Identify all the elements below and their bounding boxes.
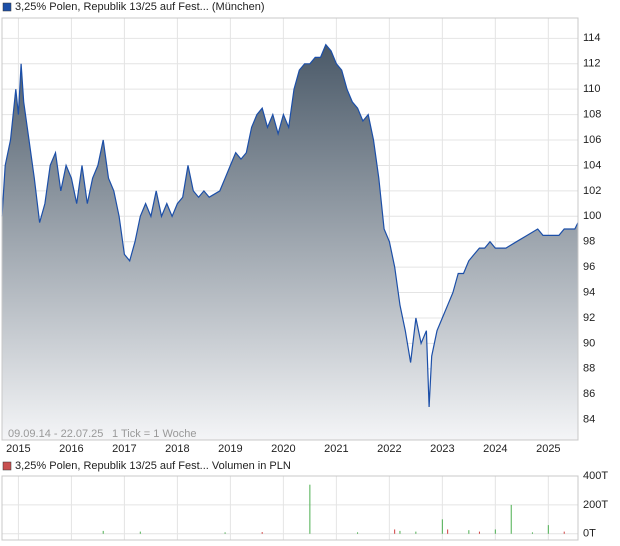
x-tick-label: 2016 bbox=[59, 443, 83, 455]
volume-bar bbox=[468, 530, 470, 534]
x-tick-label: 2018 bbox=[165, 443, 189, 455]
x-tick-label: 2021 bbox=[324, 443, 348, 455]
y-tick-label: 90 bbox=[583, 337, 595, 349]
volume-bar bbox=[309, 484, 311, 534]
period-label: 09.09.14 - 22.07.25 bbox=[8, 428, 103, 440]
volume-bar bbox=[447, 529, 449, 534]
y-tick-label: 104 bbox=[583, 159, 601, 171]
volume-bar bbox=[357, 532, 359, 534]
x-tick-label: 2023 bbox=[430, 443, 454, 455]
y-tick-label: 114 bbox=[583, 32, 601, 44]
y-tick-label: 88 bbox=[583, 363, 595, 375]
y-tick-label: 106 bbox=[583, 134, 601, 146]
y-tick-label: 84 bbox=[583, 414, 595, 426]
volume-bar bbox=[399, 530, 401, 534]
volume-bar bbox=[102, 530, 104, 534]
y-tick-label: 92 bbox=[583, 312, 595, 324]
y-tick-label: 108 bbox=[583, 109, 601, 121]
volume-bar bbox=[510, 504, 512, 534]
y-tick-label: 0T bbox=[583, 528, 596, 540]
x-tick-label: 2022 bbox=[377, 443, 401, 455]
y-tick-label: 100 bbox=[583, 210, 601, 222]
y-tick-label: 96 bbox=[583, 261, 595, 273]
volume-bar bbox=[224, 532, 226, 534]
volume-bar bbox=[261, 532, 263, 534]
legend-swatch bbox=[2, 2, 12, 12]
y-tick-label: 110 bbox=[583, 83, 601, 95]
volume-bar bbox=[547, 525, 549, 534]
y-tick-label: 86 bbox=[583, 388, 595, 400]
volume-bar bbox=[415, 531, 417, 534]
volume-bar bbox=[531, 532, 533, 534]
volume-bar bbox=[139, 531, 141, 534]
y-tick-label: 98 bbox=[583, 236, 595, 248]
area bbox=[2, 44, 578, 440]
y-tick-label: 400T bbox=[583, 470, 608, 482]
volume-bar bbox=[441, 519, 443, 534]
legend-label: 3,25% Polen, Republik 13/25 auf Fest... … bbox=[15, 460, 291, 472]
volume-bar bbox=[478, 531, 480, 534]
legend-swatch bbox=[2, 461, 12, 471]
x-tick-label: 2017 bbox=[112, 443, 136, 455]
x-tick-label: 2015 bbox=[6, 443, 30, 455]
y-tick-label: 102 bbox=[583, 185, 601, 197]
plot-frame bbox=[1, 475, 579, 541]
volume-bar bbox=[563, 531, 565, 534]
x-tick-label: 2020 bbox=[271, 443, 295, 455]
volume-bar bbox=[394, 529, 396, 534]
price-line bbox=[1, 43, 579, 408]
y-tick-label: 94 bbox=[583, 286, 595, 298]
volume-bar bbox=[494, 529, 496, 534]
x-tick-label: 2025 bbox=[536, 443, 560, 455]
x-tick-label: 2019 bbox=[218, 443, 242, 455]
x-tick-label: 2024 bbox=[483, 443, 507, 455]
legend-label: 3,25% Polen, Republik 13/25 auf Fest... … bbox=[15, 1, 264, 13]
plot-frame bbox=[1, 17, 579, 441]
y-tick-label: 112 bbox=[583, 58, 601, 70]
tick-note: 1 Tick = 1 Woche bbox=[112, 428, 196, 440]
y-tick-label: 200T bbox=[583, 499, 608, 511]
